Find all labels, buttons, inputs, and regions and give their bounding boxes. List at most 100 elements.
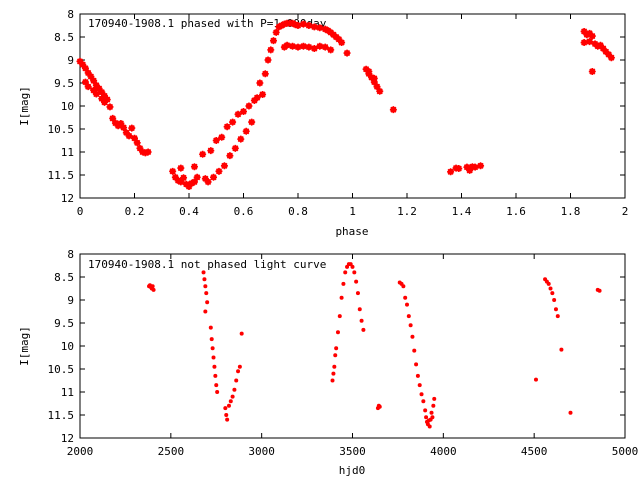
y-tick-label: 9.5	[54, 317, 74, 330]
data-point	[226, 403, 231, 408]
data-point	[414, 362, 419, 367]
y-tick-label: 10	[61, 100, 74, 113]
data-point	[213, 373, 218, 378]
data-point	[225, 417, 230, 422]
data-point	[553, 307, 558, 312]
x-tick-label: 1.6	[506, 205, 526, 218]
x-axis-label: hjd0	[339, 464, 366, 477]
data-point-star	[278, 22, 286, 29]
data-point	[406, 314, 411, 319]
data-point	[403, 295, 408, 300]
data-point	[331, 371, 336, 376]
x-tick-label: 1.8	[561, 205, 581, 218]
data-point-star	[177, 178, 185, 186]
data-points	[76, 19, 615, 190]
data-point	[228, 399, 233, 404]
data-point-star	[365, 68, 373, 75]
data-point-star	[95, 85, 103, 93]
y-tick-label: 11.5	[48, 409, 75, 422]
y-axis-label: I[mag]	[18, 86, 31, 126]
x-tick-label: 0.4	[179, 205, 199, 218]
data-point-star	[84, 83, 92, 91]
y-tick-label: 8.5	[54, 271, 74, 284]
phased-light-curve-panel: 170940-1908.1 phased with P=1.000day pha…	[18, 8, 628, 238]
data-point	[337, 314, 342, 319]
data-point-star	[373, 83, 381, 91]
data-point-star	[321, 25, 329, 33]
data-point-star	[267, 46, 275, 54]
data-point	[333, 353, 338, 358]
data-point-star	[580, 39, 588, 47]
x-tick-label: 4000	[430, 445, 457, 458]
data-point	[355, 291, 360, 296]
data-point-star	[190, 178, 198, 186]
y-tick-label: 11	[61, 146, 74, 159]
y-tick-label: 12	[61, 432, 74, 445]
data-point-star	[122, 129, 130, 137]
data-point-star	[335, 35, 343, 43]
data-point-star	[305, 43, 313, 51]
y-tick-label: 8	[67, 8, 74, 21]
data-point-star	[250, 96, 258, 104]
data-point-star	[376, 87, 384, 95]
data-point-star	[199, 150, 207, 158]
data-point-star	[98, 95, 106, 103]
data-point-star	[275, 23, 283, 31]
data-point	[429, 410, 434, 415]
data-point-star	[177, 164, 185, 172]
data-point-star	[269, 37, 277, 45]
data-point-star	[596, 41, 604, 49]
x-tick-label: 1	[349, 205, 356, 218]
y-tick-label: 9	[67, 54, 74, 67]
x-tick-label: 0.8	[288, 205, 308, 218]
data-point-star	[327, 28, 335, 36]
data-point	[151, 287, 156, 292]
data-point-star	[212, 137, 220, 144]
x-tick-label: 4500	[521, 445, 548, 458]
data-point-star	[207, 147, 215, 155]
data-point	[421, 399, 426, 404]
data-point-star	[114, 122, 122, 130]
data-point-star	[215, 167, 223, 175]
data-point	[334, 346, 339, 351]
y-tick-label: 10.5	[48, 363, 75, 376]
data-point	[410, 334, 415, 339]
data-point-star	[201, 175, 209, 183]
data-point-star	[321, 43, 329, 51]
data-points	[147, 262, 602, 429]
y-tick-label: 12	[61, 192, 74, 205]
data-point-star	[220, 162, 228, 170]
data-point-star	[602, 48, 610, 56]
data-point-star	[305, 22, 313, 29]
data-point	[424, 415, 429, 420]
data-point	[359, 318, 364, 323]
data-point	[555, 314, 560, 319]
data-point-star	[101, 98, 109, 106]
y-axis-label: I[mag]	[18, 326, 31, 366]
data-point-star	[111, 119, 119, 127]
data-point-star	[605, 50, 613, 58]
data-point-star	[223, 123, 231, 131]
data-point-star	[338, 39, 346, 47]
data-point-star	[370, 74, 378, 82]
data-point-star	[131, 134, 138, 142]
x-axis-label: phase	[335, 225, 368, 238]
data-point-star	[182, 180, 190, 188]
y-tick-label: 10	[61, 340, 74, 353]
data-point	[232, 387, 237, 392]
data-point-star	[289, 42, 297, 50]
data-point-star	[471, 163, 479, 171]
data-point	[223, 406, 228, 411]
y-tick-label: 8.5	[54, 31, 74, 44]
x-tick-label: 0.6	[234, 205, 254, 218]
data-point	[205, 300, 210, 305]
data-point	[335, 330, 340, 335]
x-tick-label: 2	[622, 205, 629, 218]
data-point	[552, 298, 557, 302]
data-point	[431, 403, 436, 408]
chart-title: 170940-1908.1 phased with P=1.000day	[88, 17, 327, 30]
data-point-star	[79, 61, 87, 69]
data-point	[430, 415, 435, 420]
data-point	[408, 323, 413, 328]
y-ticks: 8 8.5 9 9.5 10 10.5 11 11.5 12	[48, 248, 625, 445]
